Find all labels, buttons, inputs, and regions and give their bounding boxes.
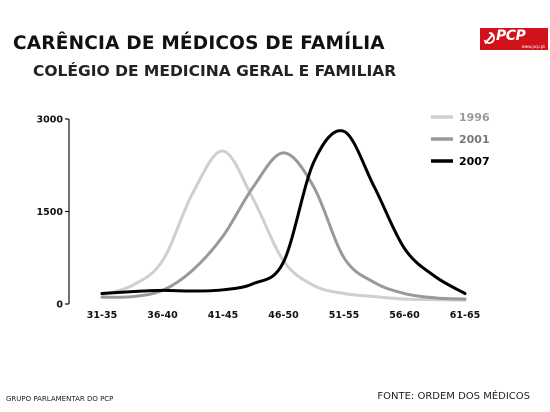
chart-legend: 1996 2001 2007 <box>431 111 490 168</box>
y-tick-label: 3000 <box>37 115 64 126</box>
series-line-2001 <box>100 151 467 301</box>
footer-source: FONTE: ORDEM DOS MÉDICOS <box>377 391 530 402</box>
series-line-1996 <box>100 149 467 302</box>
legend-label-2001: 2001 <box>459 133 490 146</box>
x-tick-label: 51-55 <box>329 310 359 321</box>
chart-series <box>100 129 467 302</box>
legend-label-1996: 1996 <box>459 111 490 124</box>
x-tick-label: 36-40 <box>147 310 178 321</box>
x-tick-label: 56-60 <box>389 310 420 321</box>
x-tick-label: 46-50 <box>268 310 299 321</box>
chart-axes: 0 1500 3000 31-35 36-40 41-45 46-50 51-55 56-60 6… <box>37 115 481 322</box>
x-tick-label: 41-45 <box>208 310 238 321</box>
logo-text: PCP <box>496 28 526 44</box>
x-tick-label: 61-65 <box>450 310 480 321</box>
legend-label-2007: 2007 <box>459 155 490 168</box>
x-tick-label: 31-35 <box>87 310 117 321</box>
hammer-sickle-icon <box>483 32 495 45</box>
y-tick-label: 0 <box>56 300 63 311</box>
chart-subtitle: COLÉGIO DE MEDICINA GERAL E FAMILIAR <box>33 62 397 80</box>
y-tick-label: 1500 <box>37 207 64 218</box>
chart-title: CARÊNCIA DE MÉDICOS DE FAMÍLIA <box>13 33 385 54</box>
pcp-logo: PCP www.pcp.pt <box>480 28 548 50</box>
footer-credit: GRUPO PARLAMENTAR DO PCP <box>6 395 114 403</box>
logo-site: www.pcp.pt <box>521 44 545 49</box>
series-line-2007 <box>100 129 467 296</box>
